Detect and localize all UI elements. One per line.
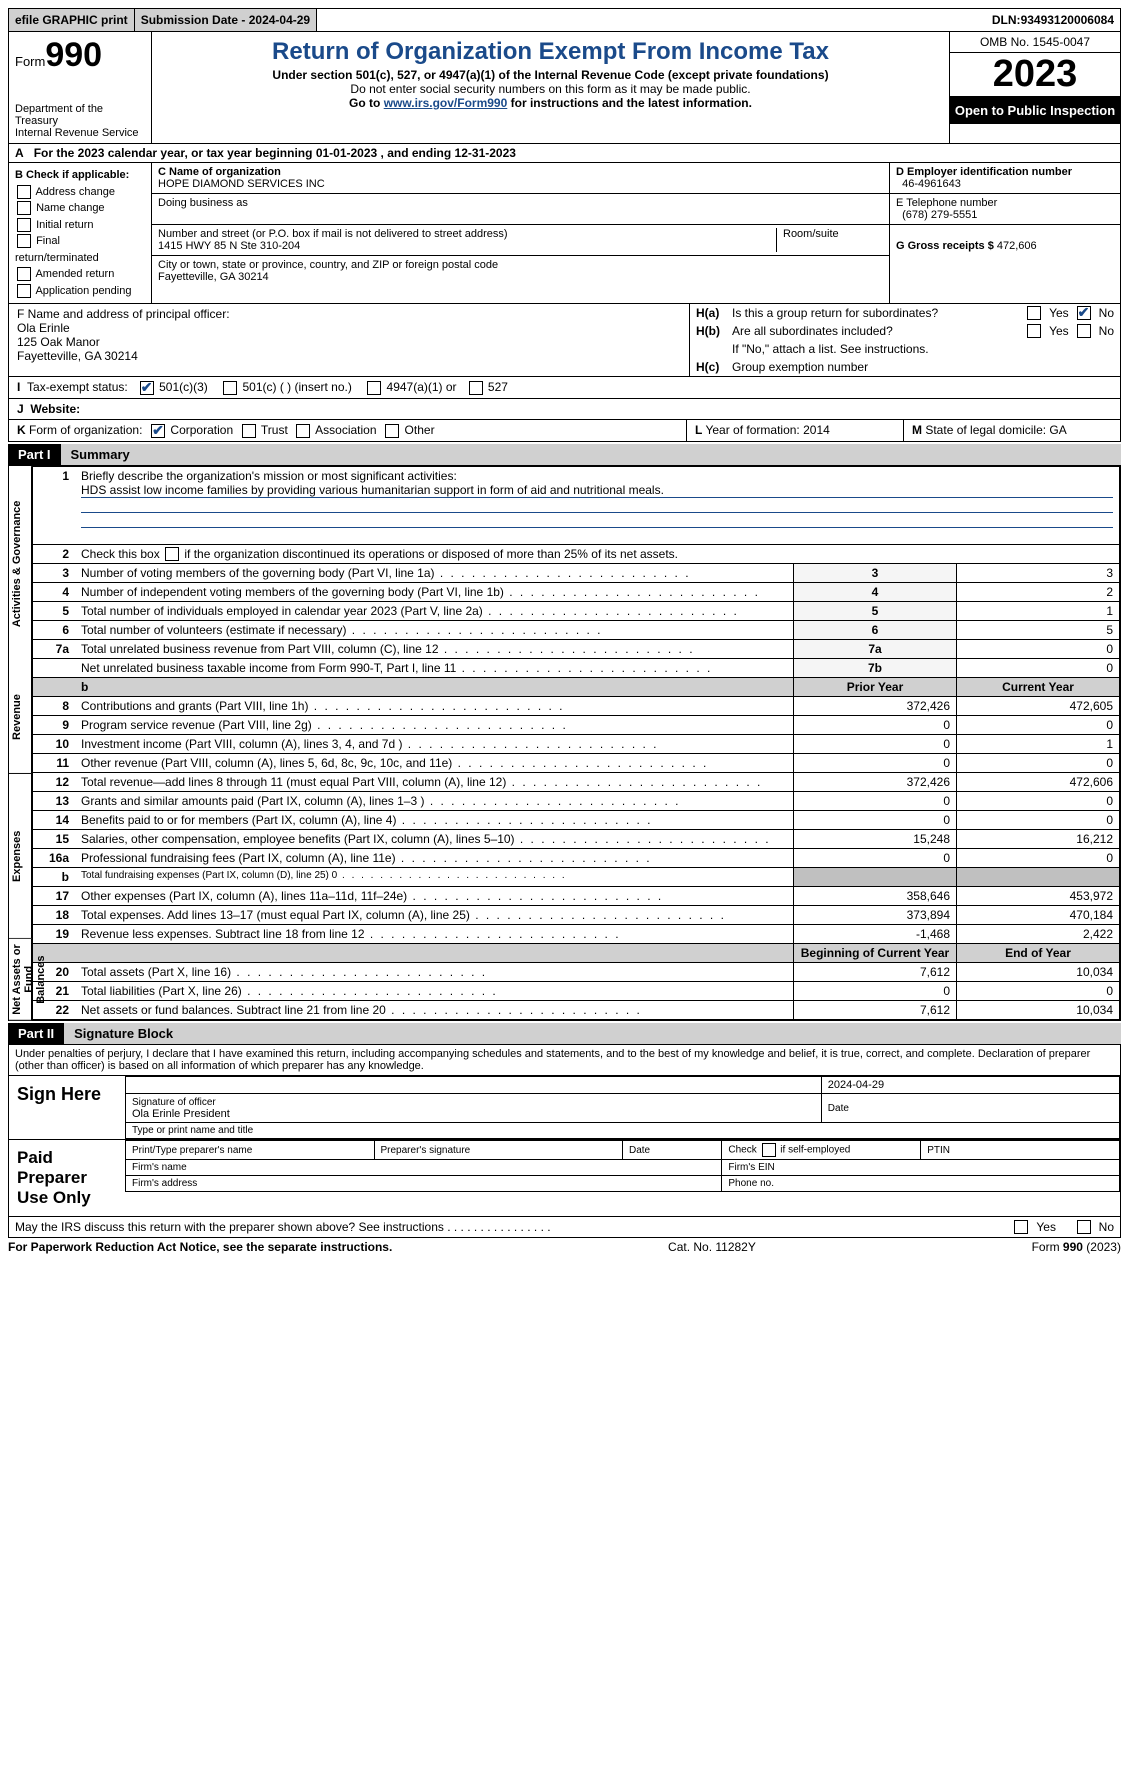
sig-date: 2024-04-29 <box>821 1077 1119 1094</box>
summary-table: 1 Briefly describe the organization's mi… <box>32 466 1120 1021</box>
chk-application-pending[interactable] <box>17 284 31 298</box>
table-row: 15Salaries, other compensation, employee… <box>33 830 1120 849</box>
gross-receipts: 472,606 <box>997 240 1037 252</box>
part-2-header: Part II Signature Block <box>8 1023 1121 1044</box>
discuss-row: May the IRS discuss this return with the… <box>8 1217 1121 1238</box>
chk-initial-return[interactable] <box>17 218 31 232</box>
tab-revenue: Revenue <box>9 661 32 774</box>
chk-527[interactable] <box>469 381 483 395</box>
ein: 46-4961643 <box>902 178 961 190</box>
table-row: 6Total number of volunteers (estimate if… <box>33 621 1120 640</box>
chk-other[interactable] <box>385 424 399 438</box>
chk-self-employed[interactable] <box>762 1143 776 1157</box>
row-f-h: F Name and address of principal officer:… <box>8 304 1121 377</box>
chk-amended-return[interactable] <box>17 267 31 281</box>
org-city: Fayetteville, GA 30214 <box>158 271 269 283</box>
table-row: 21Total liabilities (Part X, line 26)00 <box>33 982 1120 1001</box>
row-i: I Tax-exempt status: 501(c)(3) 501(c) ( … <box>8 377 1121 399</box>
open-to-public: Open to Public Inspection <box>950 97 1120 124</box>
chk-name-change[interactable] <box>17 201 31 215</box>
form-subtitle-2: Do not enter social security numbers on … <box>160 82 941 96</box>
dln: DLN: 93493120006084 <box>986 9 1120 31</box>
table-row: 13Grants and similar amounts paid (Part … <box>33 792 1120 811</box>
tab-net-assets: Net Assets or Fund Balances <box>9 939 32 1021</box>
officer-name: Ola Erinle <box>17 321 70 335</box>
table-row: 22Net assets or fund balances. Subtract … <box>33 1001 1120 1020</box>
irs-label: Internal Revenue Service <box>15 127 145 139</box>
mission-line-1: HDS assist low income families by provid… <box>81 483 1113 498</box>
table-row: 10Investment income (Part VIII, column (… <box>33 735 1120 754</box>
chk-discuss-yes[interactable] <box>1014 1220 1028 1234</box>
chk-trust[interactable] <box>242 424 256 438</box>
page-footer: For Paperwork Reduction Act Notice, see … <box>8 1240 1121 1254</box>
table-row: 19Revenue less expenses. Subtract line 1… <box>33 925 1120 944</box>
table-row: 20Total assets (Part X, line 16)7,61210,… <box>33 963 1120 982</box>
paid-preparer-label: Paid Preparer Use Only <box>9 1140 125 1216</box>
tab-expenses: Expenses <box>9 774 32 939</box>
form-subtitle-1: Under section 501(c), 527, or 4947(a)(1)… <box>160 68 941 82</box>
table-row: 5Total number of individuals employed in… <box>33 602 1120 621</box>
chk-501c3[interactable] <box>140 381 154 395</box>
header-grid: B Check if applicable: Address change Na… <box>8 163 1121 304</box>
table-row: Net unrelated business taxable income fr… <box>33 659 1120 678</box>
table-row: bTotal fundraising expenses (Part IX, co… <box>33 868 1120 887</box>
table-row: 17Other expenses (Part IX, column (A), l… <box>33 887 1120 906</box>
phone: (678) 279-5551 <box>902 209 977 221</box>
chk-assoc[interactable] <box>296 424 310 438</box>
table-row: 12Total revenue—add lines 8 through 11 (… <box>33 773 1120 792</box>
form-subtitle-3: Go to www.irs.gov/Form990 for instructio… <box>160 96 941 110</box>
table-row: 9Program service revenue (Part VIII, lin… <box>33 716 1120 735</box>
chk-discontinued[interactable] <box>165 547 179 561</box>
chk-corp[interactable] <box>151 424 165 438</box>
table-row: 7aTotal unrelated business revenue from … <box>33 640 1120 659</box>
submission-date: Submission Date - 2024-04-29 <box>135 9 317 31</box>
summary-section: Activities & Governance Revenue Expenses… <box>8 465 1121 1022</box>
row-a-tax-year: A For the 2023 calendar year, or tax yea… <box>8 144 1121 163</box>
signature-block: Sign Here 2024-04-29 Signature of office… <box>8 1075 1121 1217</box>
perjury-statement: Under penalties of perjury, I declare th… <box>8 1044 1121 1075</box>
instructions-link[interactable]: www.irs.gov/Form990 <box>384 96 508 110</box>
table-row: 3Number of voting members of the governi… <box>33 564 1120 583</box>
chk-hb-no[interactable] <box>1077 324 1091 338</box>
org-street: 1415 HWY 85 N Ste 310-204 <box>158 240 300 252</box>
row-j: J Website: <box>8 399 1121 420</box>
chk-ha-no[interactable] <box>1077 306 1091 320</box>
dept-treasury: Department of the Treasury <box>15 103 145 127</box>
tab-governance: Activities & Governance <box>9 466 32 661</box>
row-k: K Form of organization: Corporation Trus… <box>8 420 1121 442</box>
chk-hb-yes[interactable] <box>1027 324 1041 338</box>
table-row: 11Other revenue (Part VIII, column (A), … <box>33 754 1120 773</box>
tax-year: 2023 <box>950 53 1120 97</box>
officer-sig-name: Ola Erinle President <box>132 1108 230 1120</box>
chk-final-return[interactable] <box>17 234 31 248</box>
table-row: 18Total expenses. Add lines 13–17 (must … <box>33 906 1120 925</box>
chk-501c[interactable] <box>223 381 237 395</box>
sign-here-label: Sign Here <box>9 1076 125 1139</box>
topbar: efile GRAPHIC print Submission Date - 20… <box>8 8 1121 32</box>
chk-ha-yes[interactable] <box>1027 306 1041 320</box>
chk-address-change[interactable] <box>17 185 31 199</box>
efile-btn[interactable]: efile GRAPHIC print <box>9 9 135 31</box>
part-1-header: Part I Summary <box>8 444 1121 465</box>
table-row: 8Contributions and grants (Part VIII, li… <box>33 697 1120 716</box>
table-row: 14Benefits paid to or for members (Part … <box>33 811 1120 830</box>
form-title: Return of Organization Exempt From Incom… <box>160 38 941 66</box>
omb-number: OMB No. 1545-0047 <box>950 32 1120 53</box>
chk-discuss-no[interactable] <box>1077 1220 1091 1234</box>
chk-4947[interactable] <box>367 381 381 395</box>
table-row: 16aProfessional fundraising fees (Part I… <box>33 849 1120 868</box>
form-header: Form990 Department of the Treasury Inter… <box>8 32 1121 144</box>
form-number: Form990 <box>15 36 145 75</box>
org-name: HOPE DIAMOND SERVICES INC <box>158 178 325 190</box>
col-b-checkboxes: B Check if applicable: Address change Na… <box>9 163 152 303</box>
table-row: 4Number of independent voting members of… <box>33 583 1120 602</box>
